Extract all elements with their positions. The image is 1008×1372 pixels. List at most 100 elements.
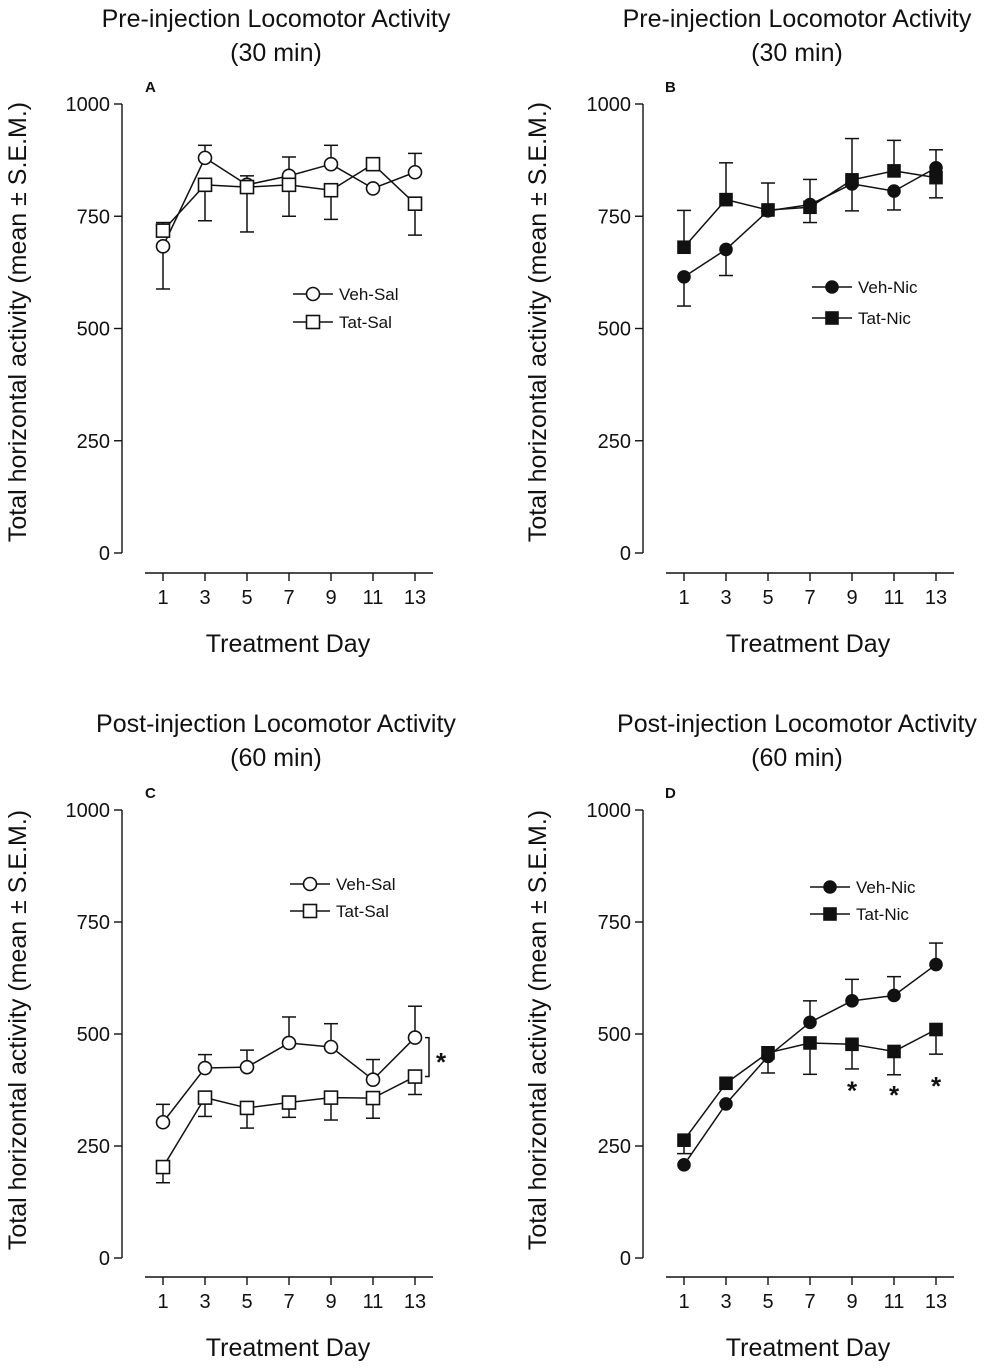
series-line-segment: [683, 199, 727, 248]
series-line-segment: [725, 198, 769, 211]
data-point: [239, 179, 255, 195]
series-line-segment: [725, 210, 769, 251]
y-tick-label: 0: [620, 543, 631, 565]
data-point: [323, 1039, 339, 1055]
data-point: [719, 1097, 733, 1111]
y-tick-label: 750: [77, 206, 110, 228]
x-tick-label: 3: [199, 587, 210, 609]
legend-label: Tat-Nic: [858, 309, 911, 328]
data-point: [803, 200, 817, 215]
legend-label: Tat-Nic: [856, 905, 909, 924]
y-axis-label: Total horizontal activity (mean ± S.E.M.…: [524, 102, 552, 542]
series-line-segment: [162, 1067, 206, 1123]
series-tat-sal: Tat-Sal: [155, 902, 423, 1184]
data-point: [407, 1069, 423, 1084]
panel-c: Post-injection Locomotor Activity (60 min…: [4, 710, 456, 1362]
series-line-segment: [851, 170, 895, 181]
y-tick-label: 500: [598, 319, 631, 341]
series-veh-sal: Veh-Sal: [155, 875, 423, 1130]
data-point: [803, 1036, 817, 1050]
legend-label: Tat-Sal: [336, 902, 389, 921]
y-tick-label: 0: [99, 1248, 110, 1270]
x-tick-label: 5: [241, 1291, 252, 1313]
panel-a: Pre-injection Locomotor Activity (30 min)…: [4, 5, 451, 658]
data-point: [677, 1158, 691, 1172]
series-line-segment: [725, 1052, 769, 1084]
data-point: [407, 196, 423, 211]
legend-marker: [825, 280, 839, 294]
series-line-segment: [893, 167, 937, 192]
legend-label: Veh-Nic: [856, 878, 916, 897]
series-line-segment: [851, 1043, 895, 1053]
significance-star: *: [931, 1071, 942, 1101]
series-line-segment: [683, 248, 727, 278]
legend-marker: [302, 903, 318, 919]
y-tick-label: 1000: [587, 94, 632, 116]
y-axis-label: Total horizontal activity (mean ± S.E.M.…: [524, 810, 552, 1250]
y-axis-label: Total horizontal activity (mean ± S.E.M.…: [4, 810, 32, 1250]
x-tick-label: 5: [762, 1291, 773, 1313]
series-tat-nic: Tat-Nic: [677, 905, 943, 1155]
series-line-segment: [246, 1042, 290, 1068]
data-point: [887, 164, 901, 178]
data-point: [323, 182, 339, 198]
chart-title-line1: Post-injection Locomotor Activity: [617, 710, 977, 738]
data-point: [887, 184, 901, 198]
data-point: [845, 173, 859, 187]
x-tick-label: 9: [325, 587, 336, 609]
data-point: [323, 156, 339, 172]
y-tick-label: 250: [77, 431, 110, 453]
x-tick-label: 1: [157, 587, 168, 609]
y-tick-label: 500: [77, 319, 110, 341]
x-tick-label: 7: [283, 587, 294, 609]
data-point: [239, 1059, 255, 1075]
panel-letter: B: [665, 79, 676, 96]
series-line-segment: [330, 163, 374, 190]
data-point: [365, 1072, 381, 1087]
panel-letter: A: [145, 79, 156, 96]
y-tick-label: 250: [77, 1136, 110, 1158]
series-veh-nic: Veh-Nic: [677, 149, 943, 307]
series-tat-nic: Tat-Nic: [677, 137, 943, 328]
x-tick-label: 9: [846, 587, 857, 609]
chart-title-line2: (60 min): [230, 744, 322, 772]
data-point: [155, 223, 171, 238]
series-line-segment: [893, 1028, 937, 1053]
panel-b: Pre-injection Locomotor Activity (30 min)…: [524, 5, 972, 658]
data-point: [197, 1090, 213, 1105]
legend-label: Veh-Nic: [858, 278, 918, 297]
series-line-segment: [809, 1042, 853, 1046]
y-tick-label: 0: [620, 1248, 631, 1270]
series-line-segment: [725, 1055, 769, 1105]
series-line-segment: [767, 206, 811, 211]
legend-label: Veh-Sal: [339, 285, 399, 304]
panel-letter: D: [665, 785, 676, 802]
x-tick-label: 5: [241, 587, 252, 609]
y-tick-label: 250: [598, 431, 631, 453]
series-line-segment: [767, 1042, 811, 1054]
x-tick-label: 11: [363, 1291, 384, 1313]
x-axis-label: Treatment Day: [206, 630, 371, 658]
data-point: [761, 203, 775, 217]
x-tick-label: 1: [678, 1291, 689, 1313]
data-point: [239, 1100, 255, 1116]
data-point: [197, 177, 213, 193]
significance-star: *: [436, 1047, 447, 1077]
data-point: [365, 1090, 381, 1106]
y-tick-label: 500: [598, 1024, 631, 1046]
legend-marker: [825, 311, 839, 325]
significance-star: *: [847, 1076, 858, 1106]
x-tick-label: 13: [925, 587, 947, 609]
y-axis-label: Total horizontal activity (mean ± S.E.M.…: [4, 102, 32, 542]
x-tick-label: 13: [404, 587, 426, 609]
y-tick-label: 750: [77, 912, 110, 934]
data-point: [155, 1159, 171, 1175]
series-line-segment: [372, 171, 416, 190]
x-tick-label: 11: [884, 587, 905, 609]
significance-star: *: [889, 1080, 900, 1110]
series-line-segment: [893, 170, 937, 179]
data-point: [281, 177, 297, 193]
series-line-segment: [809, 179, 853, 208]
series-line-segment: [162, 1097, 206, 1168]
